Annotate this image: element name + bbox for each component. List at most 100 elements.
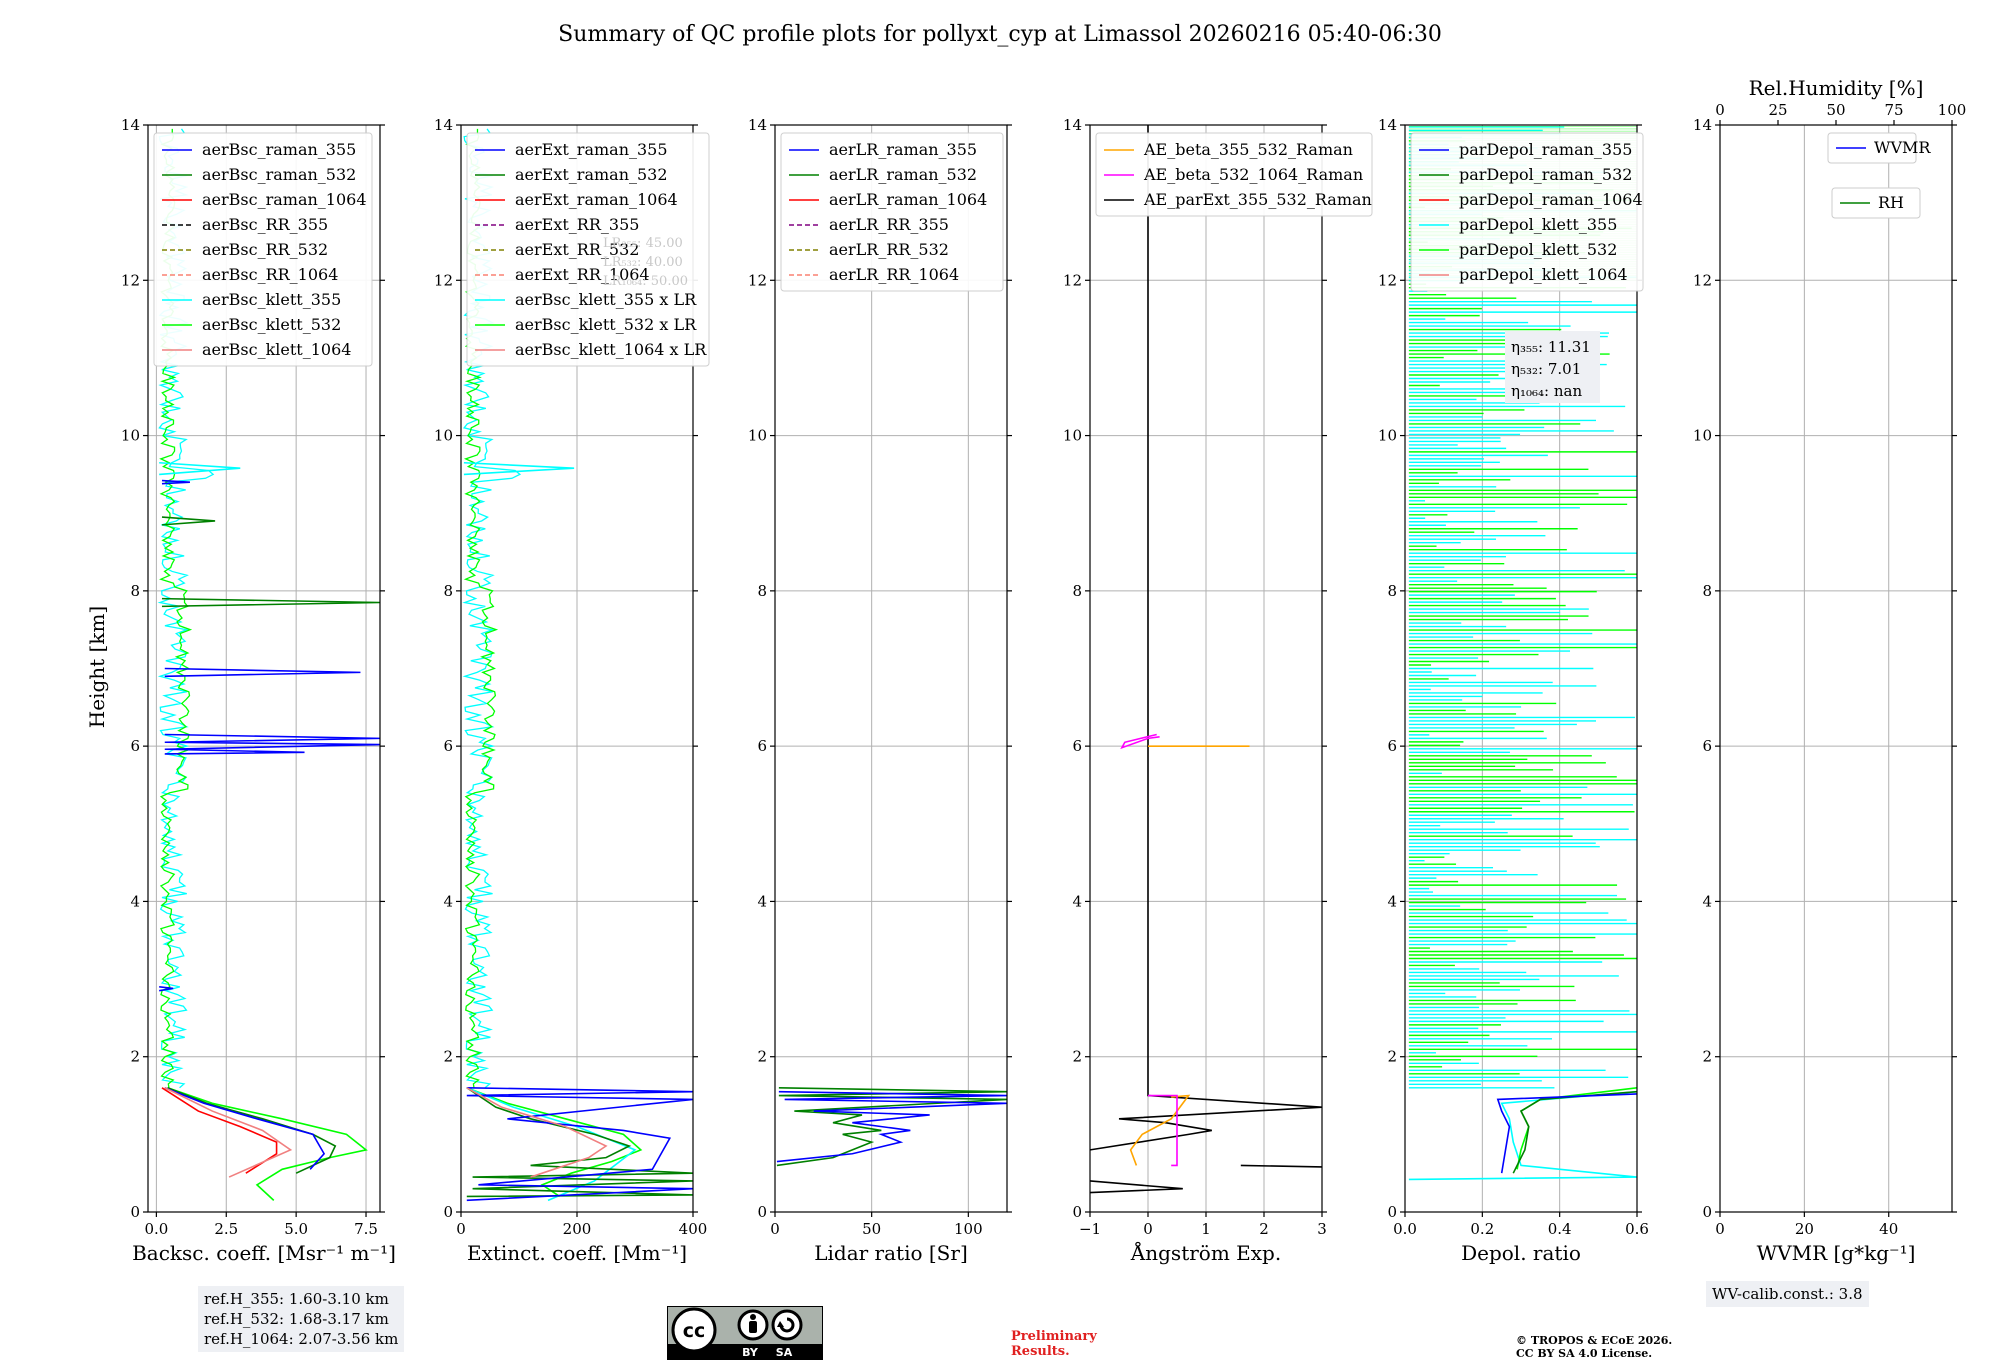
x-tick-label: 0: [1715, 1220, 1725, 1238]
legend-label: aerBsc_klett_532: [202, 315, 341, 334]
y-tick-label: 0: [1387, 1203, 1397, 1221]
x-axis-label: WVMR [g*kg⁻¹]: [1757, 1241, 1916, 1265]
sa-icon-arrow: [777, 1321, 784, 1327]
legend-label: aerExt_RR_1064: [515, 265, 650, 284]
panel-depolarization: 0 2 4 6 8 10 12 14 0.0 0.2 0.4 0.6 Depol. ratio parDe…: [1378, 116, 1649, 1265]
legend-label: aerBsc_klett_532 x LR: [515, 315, 697, 334]
cc-license-badge[interactable]: cc BY SA: [667, 1306, 823, 1360]
y-tick-label: 14: [1063, 116, 1082, 134]
legend-label: aerBsc_raman_1064: [202, 190, 367, 209]
y-tick-label: 14: [121, 116, 140, 134]
y-tick-label: 6: [1387, 737, 1397, 755]
y-tick-label: 12: [1693, 271, 1712, 289]
x-tick-label: 1: [1201, 1220, 1211, 1238]
panel-lidar_ratio: 0 2 4 6 8 10 12 14 0 50 100 Lidar ratio [Sr] aerLR_r…: [748, 116, 1012, 1265]
series-parDepol_raman_355: [1496, 1093, 1637, 1174]
top-x-tick-label: 75: [1884, 101, 1903, 119]
y-tick-label: 4: [1702, 892, 1712, 910]
top-x-axis-label: Rel.Humidity [%]: [1749, 76, 1924, 100]
x-axis-label: Extinct. coeff. [Mm⁻¹]: [467, 1241, 687, 1265]
series-aerBsc_raman_355: [164, 1087, 326, 1170]
y-tick-label: 10: [1693, 427, 1712, 445]
legend-label: parDepol_klett_532: [1459, 240, 1617, 259]
y-tick-label: 10: [434, 427, 453, 445]
preliminary-note: Preliminary Results.: [1011, 1329, 1097, 1359]
legend-label: AE_beta_355_532_Raman: [1143, 140, 1353, 159]
x-tick-label: 7.5: [354, 1220, 378, 1238]
x-axis-label: Ångström Exp.: [1130, 1240, 1281, 1265]
top-x-tick-label: 100: [1938, 101, 1967, 119]
cc-icon: [671, 1307, 717, 1353]
x-tick-label: 0.2: [1470, 1220, 1494, 1238]
y-tick-label: 14: [1693, 116, 1712, 134]
y-tick-label: 0: [1702, 1203, 1712, 1221]
series-AE_parExt_355_532_Raman-0-6-km-: [1240, 1164, 1322, 1168]
cc-text: cc: [683, 1320, 706, 1342]
x-axis-label: Backsc. coeff. [Msr⁻¹ m⁻¹]: [132, 1241, 396, 1265]
x-tick-label: 2: [1259, 1220, 1269, 1238]
x-tick-label: 0: [1143, 1220, 1153, 1238]
y-tick-label: 14: [1378, 116, 1397, 134]
series-aerBsc_raman_532-7-85-km-: [161, 597, 380, 608]
by-icon-head: [750, 1314, 756, 1320]
axes-frame: [774, 124, 1008, 1213]
legend-label: aerBsc_RR_355: [202, 215, 328, 234]
series-aerLR_raman_532: [776, 1086, 1007, 1167]
y-tick-label: 0: [1072, 1203, 1082, 1221]
legend: aerExt_raman_355 aerExt_raman_532 aerExt_r…: [466, 132, 710, 367]
y-tick-label: 12: [434, 271, 453, 289]
y-tick-label: 8: [443, 582, 453, 600]
legend-label: aerBsc_RR_532: [202, 240, 328, 259]
y-tick-label: 14: [434, 116, 453, 134]
legend-label: parDepol_raman_532: [1459, 165, 1632, 184]
legend-label: aerExt_raman_355: [515, 140, 668, 159]
legend: parDepol_raman_355 parDepol_raman_532 parD…: [1410, 132, 1644, 292]
legend-box: [1831, 187, 1921, 219]
axes-frame: [1404, 124, 1638, 1213]
x-tick-label: 3: [1317, 1220, 1327, 1238]
series-aerBsc_raman_1064: [161, 1087, 278, 1174]
legend-label: aerExt_raman_532: [515, 165, 668, 184]
series-parDepol_klett_355: [1408, 1090, 1637, 1181]
y-tick-label: 4: [443, 892, 453, 910]
x-axis-label: Lidar ratio [Sr]: [814, 1241, 968, 1265]
preliminary-line-2: Results.: [1011, 1344, 1070, 1359]
legend-box: [153, 132, 373, 367]
y-tick-label: 4: [1072, 892, 1082, 910]
y-tick-label: 14: [748, 116, 767, 134]
series-group: [1090, 125, 1322, 1194]
copyright-line-2: CC BY SA 4.0 License.: [1516, 1347, 1653, 1360]
legend-label: aerLR_raman_355: [829, 140, 977, 159]
legend-label: aerLR_RR_355: [829, 215, 949, 234]
y-tick-label: 10: [121, 427, 140, 445]
top-x-tick-label: 25: [1768, 101, 1787, 119]
x-tick-label: 0.0: [1393, 1220, 1417, 1238]
y-tick-label: 8: [130, 582, 140, 600]
eta-box: [1505, 331, 1600, 403]
y-tick-label: 8: [1387, 582, 1397, 600]
series-group: [776, 1086, 1007, 1167]
y-tick-label: 4: [130, 892, 140, 910]
legend-label: aerLR_RR_1064: [829, 265, 959, 284]
lidar-ratio-note: LR₃₅₅: 45.00: [603, 236, 683, 251]
series-AE_beta_532_1064_Raman-6-km-: [1120, 733, 1160, 750]
panel-backscatter: 0 2 4 6 8 10 12 14 0.0 2.5 5.0 7.5 Backsc. coeff. [M…: [121, 116, 396, 1265]
x-tick-label: 2.5: [214, 1220, 238, 1238]
y-tick-label: 10: [1063, 427, 1082, 445]
sa-icon-arc: [779, 1317, 795, 1333]
legend-label: aerBsc_klett_355: [202, 290, 341, 309]
y-tick-label: 4: [757, 892, 767, 910]
lidar-ratio-note: LR₁₀₆₄: 50.00: [603, 274, 688, 289]
series-aerBsc_klett_1064: [164, 1087, 293, 1178]
sa-text: SA: [776, 1346, 793, 1359]
series-aerBsc_klett_355-9-6-km-: [159, 461, 241, 476]
sa-icon: [771, 1309, 803, 1341]
legend: WVMR RH: [1827, 132, 1931, 219]
y-tick-label: 2: [130, 1048, 140, 1066]
series-aerBsc_raman_355-2-9-km-: [159, 986, 174, 992]
series-aerExt_raman_532: [466, 1087, 693, 1198]
y-tick-label: 0: [130, 1203, 140, 1221]
series-aerBsc_klett_1064-x-LR: [466, 1087, 608, 1178]
legend-label: AE_beta_532_1064_Raman: [1143, 165, 1363, 184]
x-tick-label: 0: [770, 1220, 780, 1238]
